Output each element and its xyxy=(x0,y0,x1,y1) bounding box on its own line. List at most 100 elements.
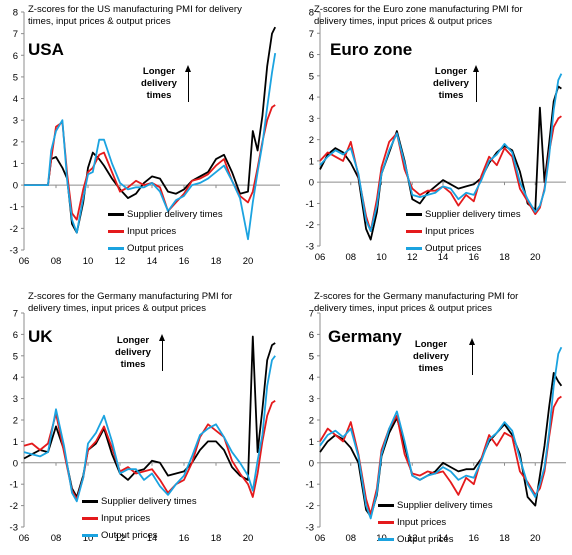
legend-swatch xyxy=(108,247,124,250)
legend-swatch xyxy=(82,500,98,503)
x-tick-label: 18 xyxy=(499,252,510,263)
y-tick-label: 4 xyxy=(13,94,18,105)
legend-swatch xyxy=(378,521,394,524)
up-arrow-icon xyxy=(472,65,479,102)
series-line-output-prices xyxy=(24,52,277,241)
x-tick-label: 18 xyxy=(211,533,222,544)
y-tick-label: -2 xyxy=(306,220,314,231)
chart-panel-euro-zone: -3 -2 -1 0 1 2 3 4 5 6 7 8 06 08 10 12 14 16 18 20 Z-scores… xyxy=(286,0,572,277)
y-tick-label: 6 xyxy=(309,50,314,61)
x-tick-label: 08 xyxy=(51,256,62,267)
y-tick-label: -1 xyxy=(306,480,314,491)
y-tick-label: 3 xyxy=(13,116,18,127)
x-tick-label: 14 xyxy=(438,533,449,544)
legend: Supplier delivery times Input prices Out… xyxy=(406,206,521,257)
x-tick-label: 20 xyxy=(530,533,541,544)
up-arrow-icon xyxy=(158,334,165,371)
legend-label: Input prices xyxy=(397,517,447,528)
legend-swatch xyxy=(82,534,98,537)
y-tick-label: 5 xyxy=(309,71,314,82)
y-tick-label: 5 xyxy=(309,351,314,362)
x-tick-label: 08 xyxy=(51,533,62,544)
y-tick-label: -3 xyxy=(10,246,18,257)
x-tick-label: 06 xyxy=(19,533,30,544)
legend: Supplier delivery times Input prices Out… xyxy=(108,206,223,257)
y-tick-label: 0 xyxy=(309,178,314,189)
legend-swatch xyxy=(406,230,422,233)
region-label: USA xyxy=(28,40,64,59)
legend: Supplier delivery times Input prices Out… xyxy=(378,497,493,548)
x-tick-label: 10 xyxy=(376,252,387,263)
legend-item: Supplier delivery times xyxy=(406,206,521,223)
legend-swatch xyxy=(406,213,422,216)
annotation-text: Longer delivery times xyxy=(141,66,177,101)
legend-label: Input prices xyxy=(127,226,177,237)
x-tick-label: 12 xyxy=(115,256,126,267)
series-line-output-prices xyxy=(319,346,563,520)
y-tick-label: 7 xyxy=(309,29,314,40)
y-tick-label: 2 xyxy=(13,416,18,427)
legend-label: Output prices xyxy=(101,530,158,541)
legend-label: Supplier delivery times xyxy=(397,500,493,511)
x-tick-label: 20 xyxy=(243,256,254,267)
legend-swatch xyxy=(378,504,394,507)
y-tick-label: -1 xyxy=(10,480,18,491)
y-tick-label: 0 xyxy=(309,458,314,469)
y-tick-label: 2 xyxy=(13,137,18,148)
x-tick-label: 12 xyxy=(115,533,126,544)
legend-swatch xyxy=(406,247,422,250)
annotation-text: Longer delivery times xyxy=(413,339,449,374)
chart-panel-usa: -3 -2 -1 0 1 2 3 4 5 6 7 8 06 08 10 12 14 16 18 20 Z-scores… xyxy=(0,0,286,277)
legend-label: Output prices xyxy=(397,534,454,545)
series-line-input-prices xyxy=(23,399,276,501)
y-tick-label: -1 xyxy=(10,202,18,213)
y-tick-label: 0 xyxy=(13,458,18,469)
y-tick-label: -2 xyxy=(306,501,314,512)
y-tick-label: -1 xyxy=(306,199,314,210)
y-tick-label: -3 xyxy=(306,242,314,253)
y-tick-label: 0 xyxy=(13,181,18,192)
series-line-output-prices xyxy=(23,355,276,503)
region-label: Germany xyxy=(328,327,402,346)
y-tick-label: -2 xyxy=(10,224,18,235)
legend-label: Input prices xyxy=(425,226,475,237)
y-tick-label: 1 xyxy=(309,156,314,167)
x-tick-label: 18 xyxy=(499,533,510,544)
x-tick-label: 12 xyxy=(407,252,418,263)
x-tick-label: 14 xyxy=(147,533,158,544)
legend-swatch xyxy=(108,230,124,233)
y-tick-label: 3 xyxy=(13,394,18,405)
y-tick-label: 6 xyxy=(13,51,18,62)
x-tick-label: 16 xyxy=(179,256,190,267)
y-tick-label: 3 xyxy=(309,394,314,405)
legend: Supplier delivery times Input prices Out… xyxy=(82,493,197,544)
y-tick-label: 7 xyxy=(309,309,314,320)
y-tick-label: -3 xyxy=(10,523,18,534)
y-tick-label: 7 xyxy=(13,309,18,320)
y-tick-label: 1 xyxy=(13,437,18,448)
y-tick-label: 5 xyxy=(13,72,18,83)
x-tick-label: 16 xyxy=(468,252,479,263)
y-tick-label: 1 xyxy=(13,159,18,170)
y-tick-label: 5 xyxy=(13,351,18,362)
annotation-text: Longer delivery times xyxy=(433,66,469,101)
x-tick-label: 06 xyxy=(315,252,326,263)
legend-item: Input prices xyxy=(406,223,521,240)
x-tick-label: 12 xyxy=(407,533,418,544)
legend-item: Supplier delivery times xyxy=(82,493,197,510)
legend-label: Output prices xyxy=(127,243,184,254)
x-tick-label: 16 xyxy=(179,533,190,544)
y-tick-label: 8 xyxy=(309,8,314,19)
chart-title: Z-scores for the Germany manufacturing P… xyxy=(28,291,233,314)
y-tick-label: 4 xyxy=(309,93,314,104)
up-arrow-icon xyxy=(184,65,191,102)
legend-item: Supplier delivery times xyxy=(378,497,493,514)
x-tick-label: 08 xyxy=(345,533,356,544)
legend-label: Supplier delivery times xyxy=(127,209,223,220)
region-label: UK xyxy=(28,327,53,346)
legend-label: Supplier delivery times xyxy=(425,209,521,220)
x-tick-label: 14 xyxy=(438,252,449,263)
chart-title: Z-scores for the Euro zone manufacturing… xyxy=(314,4,523,27)
